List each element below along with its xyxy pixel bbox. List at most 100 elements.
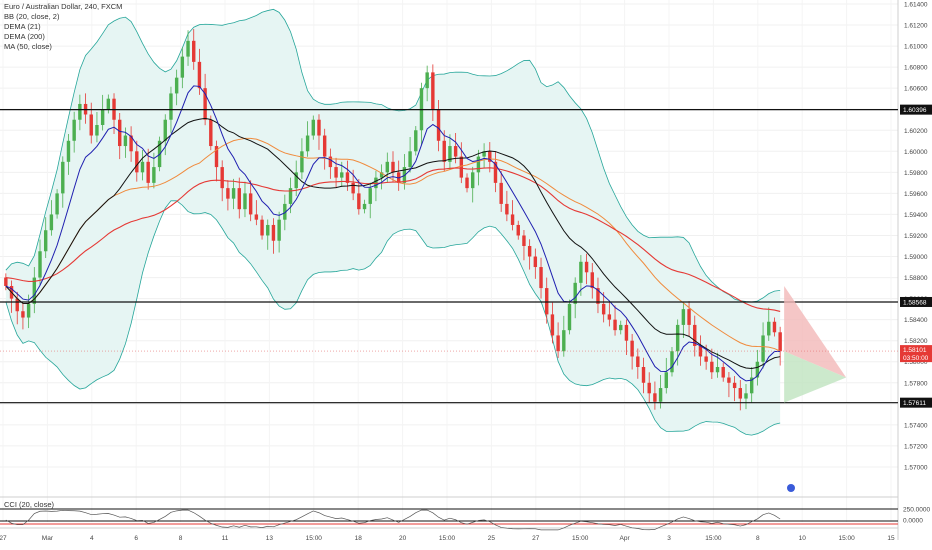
candle-body — [510, 214, 515, 225]
candle-body — [197, 61, 202, 89]
price-tick-label: 1.60600 — [904, 86, 928, 93]
candle-body — [345, 172, 350, 183]
candle-body — [408, 151, 412, 168]
candle-body — [72, 119, 76, 141]
candle-body — [391, 161, 395, 173]
candle-body — [664, 372, 668, 389]
price-tick-label: 1.59200 — [904, 233, 928, 240]
candle-body — [533, 256, 538, 268]
last-price-label: 1.58101 — [903, 347, 927, 354]
time-tick-label: 15:00 — [306, 535, 323, 542]
candle-body — [414, 130, 418, 152]
time-tick-label: 27 — [0, 535, 7, 542]
time-tick-label: Mar — [42, 535, 54, 542]
candle-body — [579, 261, 583, 283]
candle-body — [379, 172, 384, 178]
candle-body — [630, 340, 634, 357]
candle-body — [675, 324, 680, 352]
bb-fill — [5, 9, 781, 436]
candle-body — [749, 377, 754, 394]
candle-body — [539, 267, 543, 289]
candle-body — [231, 188, 236, 199]
candle-body — [266, 224, 270, 236]
cci-tick-label: 0.0000 — [903, 518, 923, 525]
candle-body — [300, 151, 304, 173]
dema200-line — [5, 167, 781, 312]
candle-body — [243, 193, 247, 210]
forecast-cone-lower — [784, 351, 847, 403]
candle-body — [607, 314, 612, 320]
time-tick-label: 10 — [799, 535, 807, 542]
candle-body — [362, 203, 367, 210]
forecast-cone-upper — [784, 285, 847, 378]
price-tick-label: 1.59000 — [904, 254, 928, 261]
price-tick-label: 1.57800 — [904, 380, 928, 387]
candle-body — [715, 367, 720, 373]
price-tick-label: 1.58400 — [904, 317, 928, 324]
candle-body — [448, 146, 452, 162]
candle-body — [89, 114, 93, 136]
candle-body — [226, 188, 230, 199]
last-price-bg — [900, 345, 932, 363]
candle-body — [283, 203, 287, 220]
candle-body — [545, 288, 549, 315]
candle-body — [21, 311, 25, 318]
candle-body — [567, 303, 572, 331]
cci-legend: CCI (20, close) — [4, 500, 55, 509]
candle-body — [351, 182, 355, 194]
candle-body — [459, 156, 464, 178]
candle-body — [169, 93, 173, 120]
candle-body — [442, 140, 446, 162]
time-tick-label: 11 — [222, 535, 229, 542]
candle-body — [744, 393, 748, 399]
price-tick-label: 1.59600 — [904, 191, 928, 198]
candle-body — [590, 272, 594, 289]
time-tick-label: 27 — [532, 535, 540, 542]
candle-body — [237, 188, 241, 210]
candle-body — [254, 214, 259, 220]
candle-body — [681, 309, 686, 325]
candle-body — [322, 135, 327, 157]
candle-body — [260, 219, 264, 236]
candle-body — [174, 77, 179, 94]
candle-body — [61, 161, 65, 194]
candle-body — [465, 177, 469, 189]
time-tick-label: 3 — [667, 535, 671, 542]
time-tick-label: 13 — [266, 535, 274, 542]
candle-body — [698, 345, 703, 357]
price-tick-label: 1.60200 — [904, 128, 928, 135]
candle-body — [4, 277, 8, 286]
candle-body — [516, 224, 520, 236]
level-label-bg — [900, 104, 932, 115]
candle-body — [658, 388, 663, 402]
candle-body — [123, 135, 128, 147]
time-tick-label: 18 — [355, 535, 363, 542]
candle-body — [556, 335, 560, 352]
price-tick-label: 1.61400 — [904, 2, 928, 9]
time-tick-label: 6 — [134, 535, 138, 542]
candle-body — [687, 309, 691, 325]
time-tick-label: 8 — [756, 535, 760, 542]
candle-body — [562, 330, 566, 352]
candle-body — [453, 146, 458, 157]
candle-body — [192, 40, 196, 62]
time-tick-label: 15:00 — [572, 535, 589, 542]
candle-body — [761, 335, 765, 362]
time-tick-label: 15:00 — [439, 535, 456, 542]
price-tick-label: 1.57400 — [904, 422, 928, 429]
candle-body — [778, 332, 782, 352]
candle-body — [584, 261, 589, 273]
time-tick-label: 25 — [488, 535, 496, 542]
candle-body — [95, 125, 99, 136]
candle-body — [436, 109, 441, 141]
price-tick-label: 1.60800 — [904, 65, 928, 72]
candle-body — [499, 182, 503, 204]
legend-ma50: MA (50, close) — [4, 42, 52, 51]
legend-dema200: DEMA (200) — [4, 32, 45, 41]
level-label: 1.58568 — [903, 299, 927, 306]
candle-body — [288, 188, 293, 204]
last-price-countdown: 03:50:00 — [903, 355, 929, 362]
candle-body — [476, 156, 481, 173]
candle-body — [214, 146, 219, 168]
